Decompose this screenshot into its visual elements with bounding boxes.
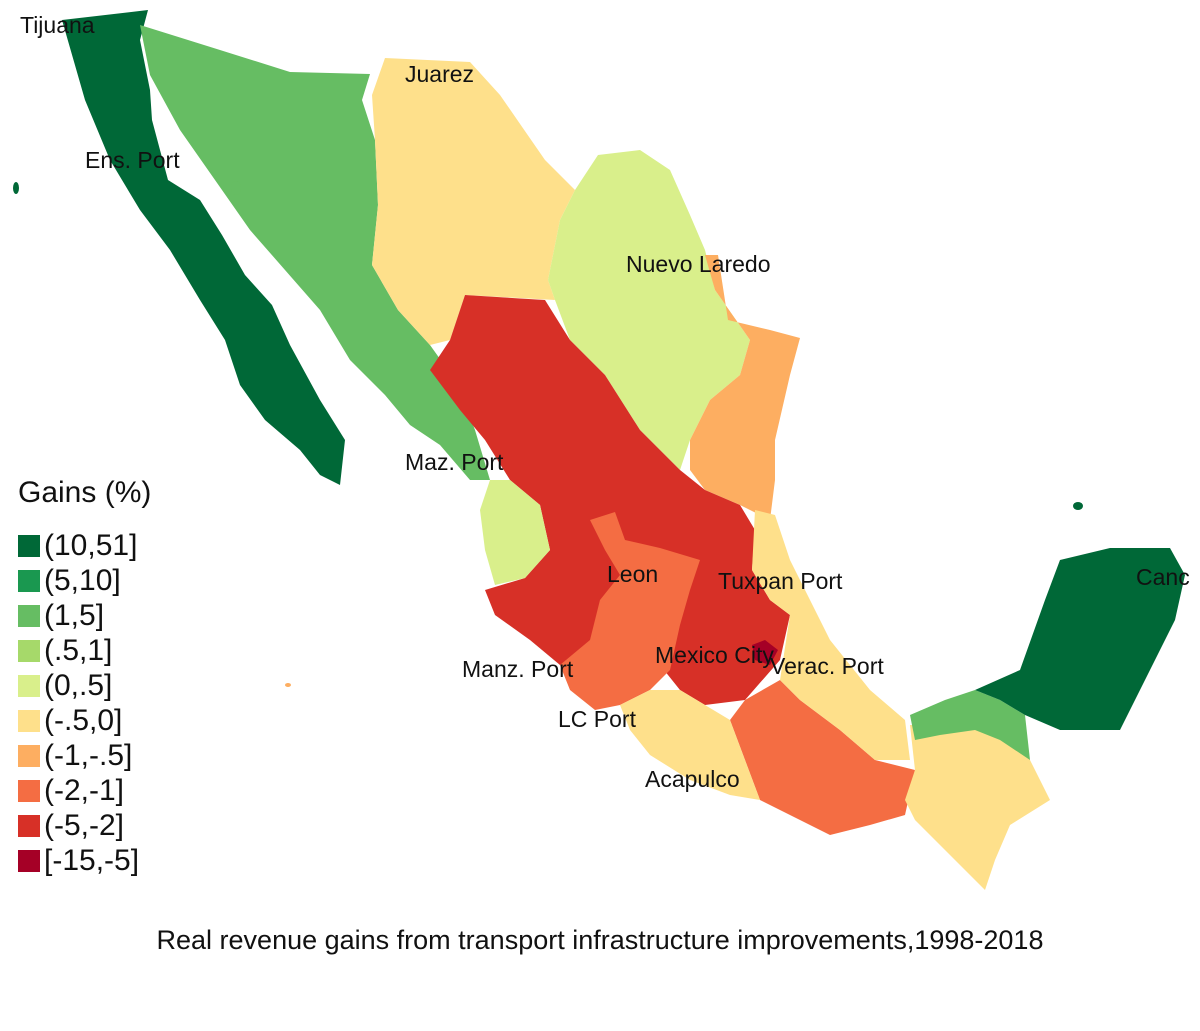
legend-label: (-1,-.5] — [44, 738, 133, 772]
legend-items: (10,51] (5,10] (1,5] (.5,1] (0,.5] (-.5,0] (-1… — [18, 528, 151, 878]
island — [1073, 502, 1083, 510]
region-bajio — [560, 512, 700, 710]
island — [13, 182, 19, 194]
legend-swatch — [18, 779, 40, 802]
legend-swatch — [18, 639, 40, 662]
region-chiapas — [905, 720, 1050, 890]
legend-label: (1,5] — [44, 598, 105, 632]
region-mexico-city — [752, 640, 778, 665]
region-tabasco — [910, 690, 1030, 760]
legend-label: (-.5,0] — [44, 703, 123, 737]
legend-title: Gains (%) — [18, 476, 152, 509]
legend-label: (.5,1] — [44, 633, 113, 667]
region-sonora-sinaloa — [140, 25, 490, 480]
legend-swatch — [18, 709, 40, 732]
city-label-tijuana: Tijuana — [20, 12, 95, 38]
legend-row: [-15,-5] — [18, 843, 151, 878]
city-label-nuevo-laredo: Nuevo Laredo — [626, 251, 771, 277]
city-label-juarez: Juarez — [405, 61, 474, 87]
region-yucatan — [975, 548, 1185, 730]
legend-row: (-5,-2] — [18, 808, 151, 843]
city-label-verac-port: Verac. Port — [770, 653, 884, 679]
region-oaxaca — [730, 680, 915, 835]
island — [285, 683, 291, 687]
city-label-maz-port: Maz. Port — [405, 449, 504, 475]
legend-row: (5,10] — [18, 563, 151, 598]
city-label-manz-port: Manz. Port — [462, 656, 574, 682]
region-baja-california — [62, 10, 345, 485]
region-veracruz — [752, 510, 910, 760]
legend-swatch — [18, 849, 40, 872]
region-nuevo-leon — [548, 150, 750, 470]
region-tamaulipas — [690, 255, 800, 520]
city-label-mexico-city: Mexico City — [655, 642, 774, 668]
legend-swatch — [18, 814, 40, 837]
legend-label: (0,.5] — [44, 668, 113, 702]
island — [231, 181, 241, 195]
legend-swatch — [18, 604, 40, 627]
legend-row: (0,.5] — [18, 668, 151, 703]
city-label-leon: Leon — [607, 561, 658, 587]
legend-row: (-2,-1] — [18, 773, 151, 808]
city-label-acapulco: Acapulco — [645, 766, 740, 792]
legend-row: (1,5] — [18, 598, 151, 633]
legend-swatch — [18, 674, 40, 697]
legend-swatch — [18, 569, 40, 592]
legend-row: (-1,-.5] — [18, 738, 151, 773]
legend-swatch — [18, 534, 40, 557]
region-chihuahua-coahuila — [372, 58, 575, 345]
city-label-tuxpan-port: Tuxpan Port — [718, 568, 843, 594]
legend-row: (-.5,0] — [18, 703, 151, 738]
city-label-lc-port: LC Port — [558, 706, 637, 732]
legend-label: [-15,-5] — [44, 843, 140, 877]
region-guerrero — [620, 690, 760, 800]
legend-label: (10,51] — [44, 528, 138, 562]
region-central-north — [430, 295, 790, 705]
legend-row: (.5,1] — [18, 633, 151, 668]
city-label-cancun: Canc — [1136, 564, 1190, 590]
legend: Gains (%) (10,51] (5,10] (1,5] (.5,1] (0,.5]… — [18, 476, 151, 878]
region-nayarit-north — [480, 480, 550, 585]
legend-swatch — [18, 744, 40, 767]
map-caption: Real revenue gains from transport infras… — [156, 925, 1044, 955]
legend-label: (5,10] — [44, 563, 121, 597]
legend-label: (-5,-2] — [44, 808, 125, 842]
city-label-ens-port: Ens. Port — [85, 147, 180, 173]
legend-label: (-2,-1] — [44, 773, 125, 807]
legend-row: (10,51] — [18, 528, 151, 563]
